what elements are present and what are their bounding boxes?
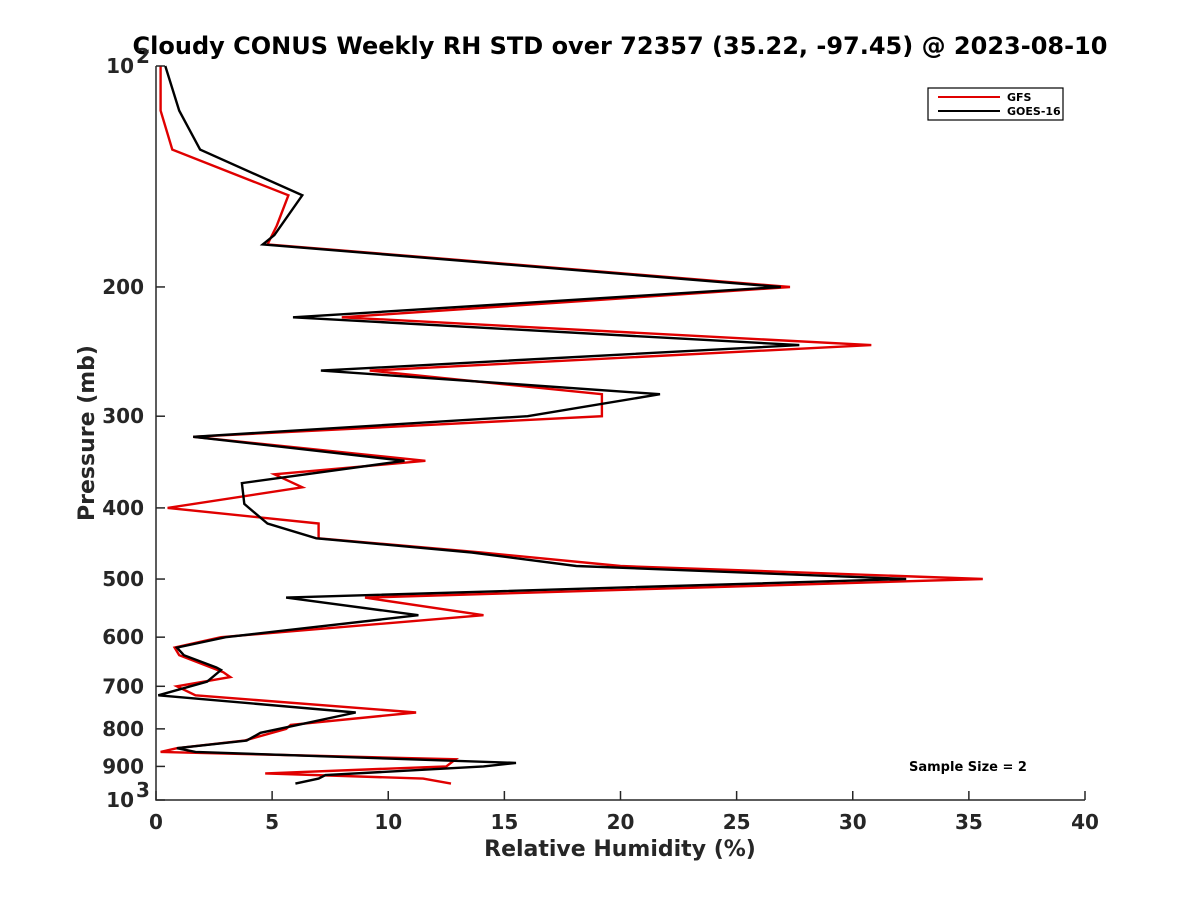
legend: GFS GOES-16 <box>927 87 1064 121</box>
series-line-goes16 <box>157 65 907 785</box>
series-layer <box>157 65 983 785</box>
y-tick-label: 10 <box>106 788 134 812</box>
y-tick-label: 300 <box>102 404 144 428</box>
y-tick-label: 200 <box>102 275 144 299</box>
x-tick-label: 25 <box>723 810 751 834</box>
x-tick-label: 5 <box>265 810 279 834</box>
y-tick-exponent: 2 <box>136 44 150 68</box>
x-ticks: 0 5 10 15 20 25 30 35 40 <box>149 791 1099 834</box>
legend-label-gfs: GFS <box>1007 91 1032 104</box>
y-tick-label: 800 <box>102 717 144 741</box>
x-axis-label: Relative Humidity (%) <box>484 837 756 862</box>
y-tick-label: 700 <box>102 674 144 698</box>
x-tick-label: 10 <box>374 810 402 834</box>
y-tick-label: 900 <box>102 754 144 778</box>
x-tick-label: 40 <box>1071 810 1099 834</box>
legend-box <box>927 87 1064 121</box>
y-axis-label: Pressure (mb) <box>75 345 100 521</box>
y-tick-label: 500 <box>102 567 144 591</box>
sample-size-annotation: Sample Size = 2 <box>909 760 1027 775</box>
x-tick-label: 20 <box>607 810 635 834</box>
y-tick-label: 600 <box>102 625 144 649</box>
y-tick-label: 400 <box>102 496 144 520</box>
plot-area: 0 5 10 15 20 25 30 35 40 10 220030040050060070080… <box>102 44 1099 834</box>
x-tick-label: 35 <box>955 810 983 834</box>
axes-frame <box>155 66 1085 801</box>
series-line-gfs <box>159 66 983 785</box>
chart-title: Cloudy CONUS Weekly RH STD over 72357 (3… <box>133 32 1108 60</box>
legend-label-goes16: GOES-16 <box>1007 105 1061 118</box>
x-tick-label: 15 <box>490 810 518 834</box>
x-tick-label: 30 <box>839 810 867 834</box>
x-tick-label: 0 <box>149 810 163 834</box>
y-tick-label: 10 <box>106 54 134 78</box>
y-tick-exponent: 3 <box>136 778 150 802</box>
